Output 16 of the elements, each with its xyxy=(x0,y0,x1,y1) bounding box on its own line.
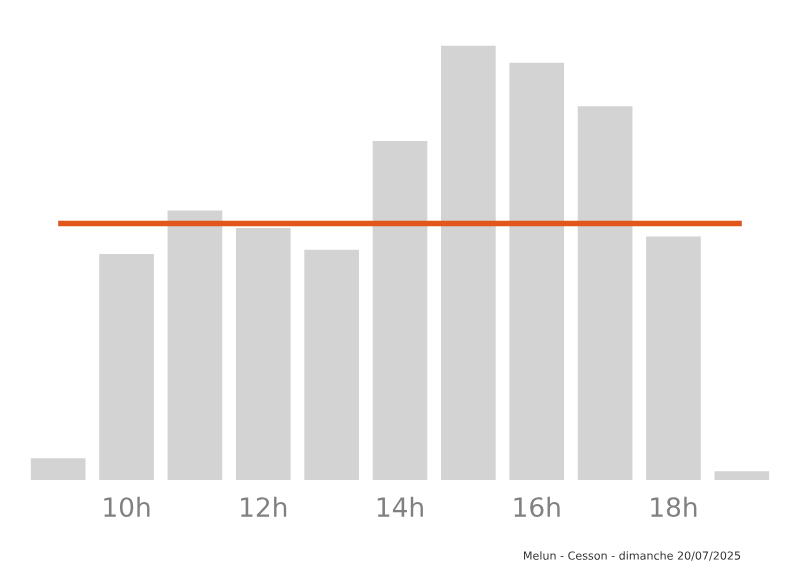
bar xyxy=(99,254,154,480)
x-tick-label: 18h xyxy=(651,496,697,518)
bar xyxy=(235,227,291,480)
bar xyxy=(577,106,633,480)
x-tick-label: 12h xyxy=(241,496,287,517)
x-tick-label: 10h xyxy=(104,496,150,518)
bar xyxy=(304,249,359,480)
bar xyxy=(714,471,770,480)
bar xyxy=(167,210,223,480)
bar xyxy=(509,62,565,480)
bar xyxy=(441,45,496,480)
x-tick-label: 14h xyxy=(377,496,423,517)
bar xyxy=(30,458,86,480)
x-tick-label: 16h xyxy=(514,496,560,518)
bar xyxy=(372,141,428,480)
bar xyxy=(646,236,701,480)
